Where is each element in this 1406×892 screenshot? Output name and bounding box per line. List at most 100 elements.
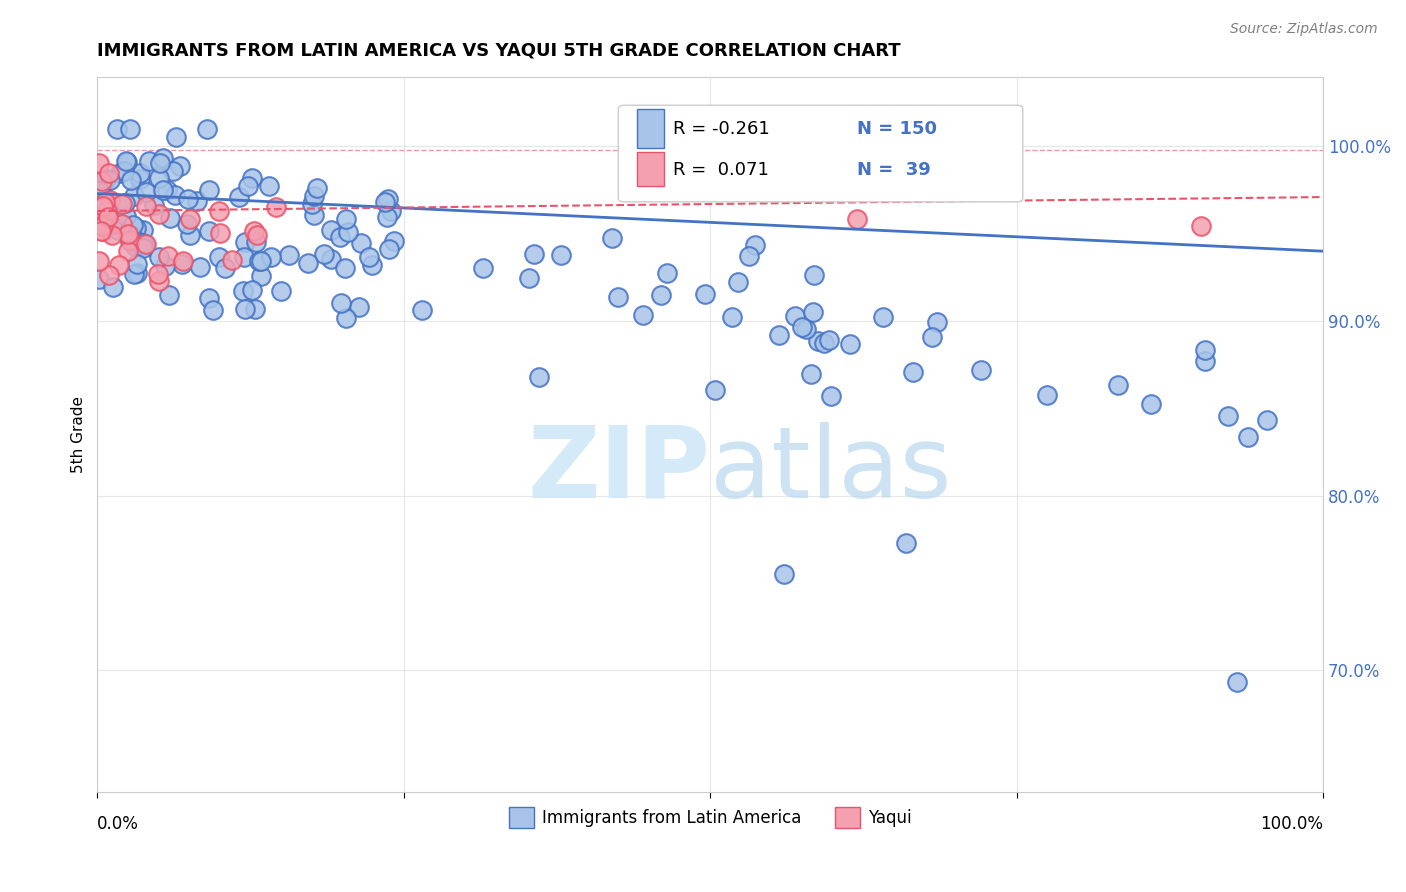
- Point: [794, 322, 817, 336]
- Point: [165, 188, 187, 202]
- Point: [221, 252, 243, 267]
- Point: [157, 288, 180, 302]
- Point: [125, 257, 148, 271]
- Text: 0.0%: 0.0%: [97, 815, 139, 833]
- Point: [118, 122, 141, 136]
- Point: [149, 156, 172, 170]
- Point: [301, 197, 323, 211]
- Point: [198, 183, 221, 197]
- Point: [91, 197, 114, 211]
- Point: [302, 189, 325, 203]
- Point: [1194, 354, 1216, 368]
- Point: [350, 235, 373, 250]
- Point: [121, 227, 143, 241]
- Point: [91, 224, 114, 238]
- Text: Source: ZipAtlas.com: Source: ZipAtlas.com: [1230, 22, 1378, 37]
- Point: [260, 250, 283, 264]
- Point: [527, 370, 550, 384]
- Point: [927, 315, 949, 329]
- Point: [820, 389, 842, 403]
- Point: [768, 328, 790, 343]
- Point: [111, 217, 134, 231]
- Point: [208, 204, 231, 219]
- Point: [159, 211, 181, 225]
- Point: [162, 164, 184, 178]
- Point: [97, 268, 120, 282]
- Point: [721, 310, 744, 325]
- Point: [91, 192, 114, 206]
- Point: [209, 227, 232, 241]
- Point: [727, 275, 749, 289]
- Text: R = -0.261: R = -0.261: [673, 120, 770, 138]
- Point: [103, 280, 125, 294]
- Point: [94, 194, 117, 209]
- Point: [124, 267, 146, 281]
- Point: [813, 335, 835, 350]
- Point: [312, 247, 335, 261]
- Point: [655, 266, 678, 280]
- Point: [105, 199, 128, 213]
- Point: [112, 163, 135, 178]
- Point: [120, 233, 142, 247]
- Point: [110, 166, 132, 180]
- Point: [157, 249, 180, 263]
- Point: [790, 319, 813, 334]
- Text: N =  39: N = 39: [858, 161, 931, 178]
- Point: [120, 234, 142, 248]
- Point: [179, 212, 201, 227]
- Point: [970, 362, 993, 376]
- Point: [242, 170, 264, 185]
- Point: [228, 190, 250, 204]
- Point: [361, 259, 384, 273]
- Point: [321, 252, 343, 267]
- Point: [169, 159, 191, 173]
- Point: [250, 269, 273, 284]
- Point: [374, 194, 396, 209]
- Point: [297, 256, 319, 270]
- Point: [138, 153, 160, 168]
- Point: [122, 189, 145, 203]
- Point: [921, 330, 943, 344]
- Point: [100, 206, 122, 220]
- Point: [550, 248, 572, 262]
- Point: [188, 260, 211, 275]
- Point: [233, 301, 256, 316]
- Point: [1226, 675, 1249, 690]
- Point: [245, 235, 267, 249]
- Legend: Immigrants from Latin America, Yaqui: Immigrants from Latin America, Yaqui: [502, 800, 918, 834]
- Point: [98, 166, 121, 180]
- Point: [1194, 343, 1216, 357]
- Point: [89, 219, 111, 233]
- Point: [238, 178, 260, 193]
- Text: 100.0%: 100.0%: [1260, 815, 1323, 833]
- Point: [247, 254, 270, 268]
- Point: [329, 230, 352, 244]
- Point: [807, 334, 830, 348]
- Point: [90, 180, 112, 194]
- Point: [347, 300, 370, 314]
- Point: [115, 155, 138, 169]
- Point: [98, 193, 121, 207]
- Point: [90, 216, 112, 230]
- Point: [89, 156, 111, 170]
- Point: [172, 256, 194, 270]
- Point: [278, 248, 301, 262]
- Point: [125, 221, 148, 235]
- Point: [1189, 219, 1212, 234]
- Point: [335, 311, 357, 326]
- Point: [330, 295, 353, 310]
- Point: [172, 254, 194, 268]
- Point: [257, 179, 280, 194]
- Point: [704, 384, 727, 398]
- Point: [357, 250, 380, 264]
- Point: [91, 174, 114, 188]
- Point: [872, 310, 894, 324]
- Point: [108, 258, 131, 272]
- Point: [134, 237, 156, 252]
- Point: [128, 235, 150, 250]
- Point: [91, 214, 114, 228]
- Point: [1218, 409, 1240, 424]
- Point: [90, 224, 112, 238]
- Text: atlas: atlas: [710, 422, 952, 519]
- Point: [131, 235, 153, 250]
